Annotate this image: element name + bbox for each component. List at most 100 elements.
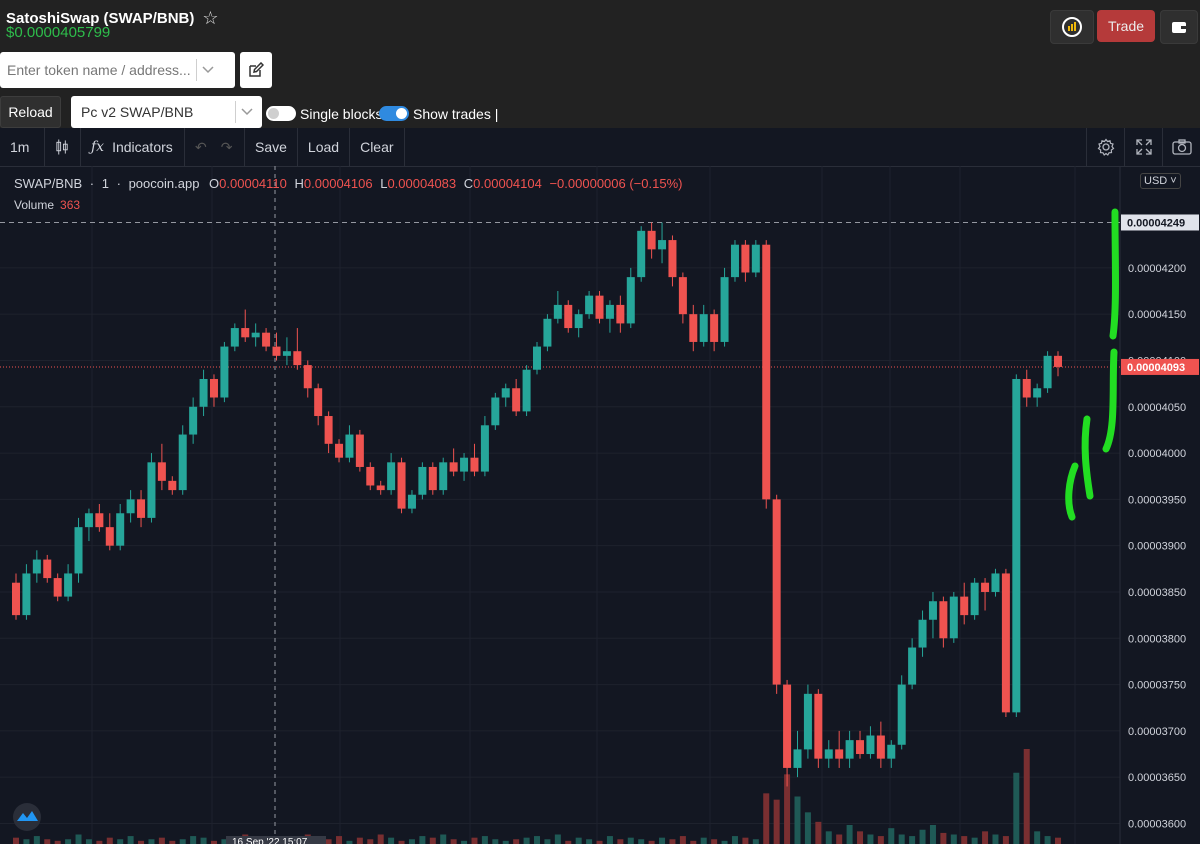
price-chart[interactable]: 0.000042000.000041500.000041000.00004050…: [0, 166, 1200, 844]
volume-bar: [461, 840, 468, 844]
candle-body: [460, 457, 469, 472]
volume-bar: [200, 837, 207, 844]
undo-icon[interactable]: ↶: [195, 138, 207, 155]
volume-bar: [23, 839, 30, 844]
volume-bar: [940, 832, 947, 844]
volume-bar: [1023, 749, 1030, 844]
candle-body: [856, 740, 865, 755]
pair-select[interactable]: Pc v2 SWAP/BNB: [71, 96, 262, 128]
candle-body: [866, 735, 875, 755]
legend-open-key: O: [209, 176, 220, 191]
candle-body: [53, 578, 62, 597]
volume-bar: [638, 839, 645, 844]
volume-bar: [33, 836, 40, 844]
legend-open: 0.00004110: [219, 176, 287, 191]
wallet-button[interactable]: [1160, 10, 1198, 44]
price-tick: 0.00003650: [1128, 772, 1186, 784]
candle-body: [272, 346, 281, 356]
legend-close: 0.00004104: [473, 176, 542, 191]
green-annotation: [1109, 208, 1119, 340]
candle-body: [1022, 378, 1031, 398]
crosshair-time-label: 16 Sep '22 15:07: [232, 837, 308, 844]
volume-bar: [221, 839, 228, 844]
volume-bar: [836, 834, 843, 844]
legend-symbol: SWAP/BNB: [14, 176, 83, 191]
legend-high-key: H: [294, 176, 304, 191]
candle-body: [960, 596, 969, 616]
show-trades-toggle[interactable]: [379, 106, 409, 121]
chart-stats-button[interactable]: [1050, 10, 1094, 44]
volume-bar: [606, 836, 613, 844]
volume-bar: [1044, 836, 1051, 844]
interval-button[interactable]: 1m: [0, 128, 45, 166]
token-search-input[interactable]: [0, 62, 192, 78]
chevron-down-icon[interactable]: [201, 65, 215, 75]
save-button[interactable]: Save: [245, 128, 298, 166]
chevron-down-icon: [241, 108, 253, 116]
candle-body: [928, 601, 937, 620]
candle-body: [876, 735, 885, 759]
candle-body: [533, 346, 541, 370]
indicators-button[interactable]: ƒx Indicators: [81, 128, 185, 166]
candle-body: [116, 513, 125, 546]
settings-button[interactable]: [1086, 128, 1125, 166]
candle-body: [1001, 573, 1010, 713]
candle-body: [668, 240, 677, 278]
candle-body: [689, 314, 698, 342]
candle-body: [793, 749, 802, 768]
volume-bar: [794, 796, 801, 844]
currency-select[interactable]: USD ˅: [1140, 173, 1181, 189]
volume-bar: [982, 831, 989, 844]
trade-button[interactable]: Trade: [1097, 10, 1155, 42]
candle-body: [918, 619, 927, 648]
token-search[interactable]: [0, 52, 235, 88]
volume-bar: [919, 829, 926, 844]
volume-bar: [179, 839, 186, 844]
star-icon[interactable]: ☆: [202, 8, 219, 28]
candle-body: [564, 304, 573, 329]
volume-bar: [961, 836, 968, 844]
edit-button[interactable]: [240, 52, 272, 88]
volume-bar: [13, 837, 19, 844]
green-annotation: [1065, 462, 1079, 521]
tradingview-logo[interactable]: [13, 803, 41, 831]
volume-bar: [648, 840, 655, 844]
fullscreen-button[interactable]: [1124, 128, 1163, 166]
candle-body: [157, 462, 166, 481]
chart-type-button[interactable]: [45, 128, 81, 166]
volume-bar: [596, 840, 603, 844]
candle-body: [262, 332, 271, 347]
volume-bar: [565, 840, 572, 844]
candle-body: [637, 230, 646, 278]
volume-bar: [85, 839, 92, 844]
volume-value: 363: [60, 198, 81, 212]
candle-body: [282, 351, 291, 356]
clear-button[interactable]: Clear: [350, 128, 405, 166]
green-annotation: [1102, 348, 1118, 453]
volume-bar: [898, 834, 905, 844]
fullscreen-icon: [1136, 139, 1152, 155]
volume-label: Volume: [14, 198, 55, 212]
volume-bar: [336, 836, 343, 844]
volume-bar: [44, 839, 51, 844]
candle-body: [43, 559, 52, 579]
volume-bar: [148, 839, 155, 844]
candle-body: [480, 425, 489, 472]
candle-body: [574, 314, 583, 329]
candle-body: [814, 693, 823, 759]
reload-button[interactable]: Reload: [0, 96, 61, 128]
price-tick: 0.00004150: [1128, 309, 1186, 321]
candle-body: [585, 295, 594, 315]
price-marker-badge: [1121, 214, 1199, 231]
volume-bar: [367, 839, 374, 844]
candle-body: [887, 744, 896, 759]
snapshot-button[interactable]: [1162, 128, 1200, 166]
legend-low: 0.00004083: [387, 176, 457, 191]
candle-body: [84, 513, 93, 528]
single-blocks-toggle[interactable]: [266, 106, 296, 121]
volume-bar: [1034, 831, 1041, 844]
load-button[interactable]: Load: [298, 128, 351, 166]
chart-panel[interactable]: 1m ƒx Indicators ↶ ↷ Save Load Clear: [0, 128, 1200, 844]
search-divider: [196, 59, 197, 81]
redo-icon[interactable]: ↷: [220, 138, 233, 155]
